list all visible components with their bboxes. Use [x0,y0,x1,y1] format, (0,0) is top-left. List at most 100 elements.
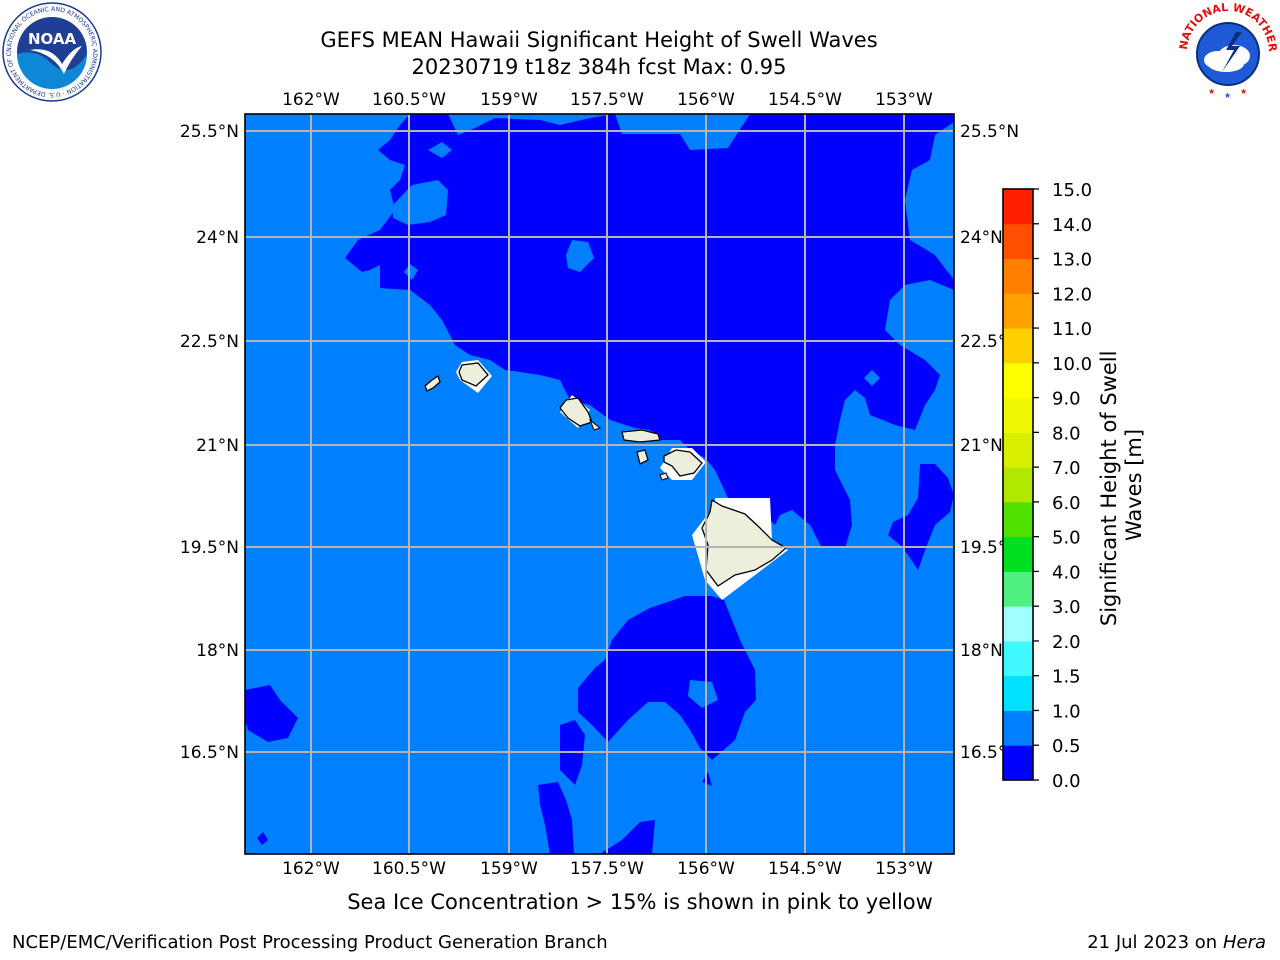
lon-tick-bottom-5: 154.5°W [768,859,842,879]
colorbar-bin-4 [1003,606,1033,642]
svg-text:★: ★ [1240,87,1247,96]
swell-patch-dark-s5 [257,832,268,845]
lon-tick-bottom-1: 160.5°W [372,859,446,879]
lat-tick-left-5: 18°N [196,641,239,661]
lat-tick-right-0: 25.5°N [960,122,1019,142]
lon-tick-bottom-0: 162°W [282,859,340,879]
lon-tick-top-1: 160.5°W [372,90,446,110]
colorbar-tick-label-11: 4.0 [1052,562,1081,583]
colorbar: 15.0 14.0 13.0 12.0 11.0 10.0 9.0 8.0 7.0 6.0 5.0 4… [1002,180,1092,792]
lat-tick-left-1: 24°N [196,228,239,248]
colorbar-bin-13 [1003,293,1033,329]
island-kahoolawe [659,472,669,481]
lat-tick-right-1: 24°N [960,228,1003,248]
colorbar-tick-label-12: 3.0 [1052,597,1081,618]
colorbar-bin-6 [1003,536,1033,572]
island-kauai [456,360,492,393]
map-frame [244,113,955,855]
svg-text:★: ★ [1224,91,1231,100]
colorbar-tick-label-0: 15.0 [1052,180,1092,201]
lon-tick-top-2: 159°W [480,90,538,110]
map-title: GEFS MEAN Hawaii Significant Height of S… [320,28,878,52]
island-oahu [559,395,602,431]
colorbar-bin-11 [1003,362,1033,399]
nws-logo: NATIONAL WEATHER SERVICE ★ ★ ★ [1178,2,1278,101]
lat-tick-left-3: 21°N [196,436,239,456]
island-niihau [424,374,441,392]
footer-host: Hera [1222,932,1266,953]
colorbar-tick-label-4: 11.0 [1052,319,1092,340]
colorbar-tick-label-6: 9.0 [1052,389,1081,410]
swell-patch-dark-sw [245,685,298,742]
lon-tick-top-0: 162°W [282,90,340,110]
footer-date-text: 21 Jul 2023 on [1087,932,1218,953]
colorbar-bin-1 [1003,710,1033,746]
swell-patch-light-2 [428,142,452,158]
lon-tick-top-4: 156°W [677,90,735,110]
island-molokai [621,429,661,443]
colorbar-tick-label-10: 5.0 [1052,528,1081,549]
island-lanai [636,449,649,465]
sea-ice-caption: Sea Ice Concentration > 15% is shown in … [347,890,933,914]
footer-date: 21 Jul 2023 on Hera [1087,932,1266,953]
colorbar-bin-7 [1003,501,1033,538]
colorbar-label-line2: Waves [m] [1122,429,1146,541]
swell-patch-dark-s2 [538,782,574,854]
colorbar-bin-8 [1003,467,1033,503]
lat-tick-left-0: 25.5°N [180,122,239,142]
noaa-logo: NATIONAL OCEANIC AND ATMOSPHERIC ADMINIS… [2,2,102,102]
colorbar-tick-label-17: 0.0 [1052,771,1081,792]
colorbar-tick-label-3: 12.0 [1052,284,1092,305]
colorbar-bin-9 [1003,432,1033,468]
colorbar-tick-label-14: 1.5 [1052,667,1081,688]
island-hawaii [692,498,788,600]
footer-credit: NCEP/EMC/Verification Post Processing Pr… [12,932,608,953]
island-maui [660,448,706,480]
swell-patch-dark-s3 [600,820,655,854]
colorbar-bin-3 [1003,640,1033,677]
map-subtitle: 20230719 t18z 384h fcst Max: 0.95 [411,55,787,79]
swell-patch-light-5 [864,370,880,386]
lon-tick-bottom-6: 153°W [875,859,933,879]
colorbar-bin-16 [1003,189,1033,225]
map-graticule [245,114,954,854]
colorbar-bin-14 [1003,258,1033,294]
colorbar-tick-label-13: 2.0 [1052,632,1081,653]
swell-patch-light-1 [393,180,448,225]
map-plot-area [245,114,954,854]
lon-tick-bottom-3: 157.5°W [570,859,644,879]
colorbar-frame [1002,188,1034,781]
colorbar-bin-15 [1003,223,1033,260]
colorbar-bin-10 [1003,397,1033,433]
lon-tick-bottom-2: 159°W [480,859,538,879]
lat-tick-left-4: 19.5°N [180,538,239,558]
lat-tick-right-3: 21°N [960,436,1003,456]
noaa-logo-text: NOAA [28,30,77,48]
swell-patch-light-3 [566,240,594,272]
colorbar-label-line1: Significant Height of Swell [1097,351,1121,627]
colorbar-tick-label-9: 6.0 [1052,493,1081,514]
lon-tick-top-3: 157.5°W [570,90,644,110]
svg-text:★: ★ [1208,87,1215,96]
swell-band-0-0.5-north [345,114,954,548]
colorbar-bin-0 [1003,745,1033,781]
colorbar-tick-label-5: 10.0 [1052,354,1092,375]
swell-patch-light-4 [404,264,418,280]
lat-tick-left-2: 22.5°N [180,332,239,352]
colorbar-label: Significant Height of Swell Waves [m] [1097,344,1146,626]
colorbar-bin-5 [1003,571,1033,607]
colorbar-bin-2 [1003,675,1033,711]
colorbar-bin-12 [1003,328,1033,364]
colorbar-tick-label-7: 8.0 [1052,423,1081,444]
colorbar-tick-label-15: 1.0 [1052,701,1081,722]
colorbar-tick-label-2: 13.0 [1052,250,1092,271]
lon-tick-top-6: 153°W [875,90,933,110]
colorbar-tick-label-8: 7.0 [1052,458,1081,479]
swell-patch-light-6 [688,680,718,708]
lat-tick-left-6: 16.5°N [180,743,239,763]
swell-band-0-0.5-south [578,596,756,760]
lat-tick-right-5: 18°N [960,641,1003,661]
colorbar-tick-label-1: 14.0 [1052,215,1092,236]
lon-tick-bottom-4: 156°W [677,859,735,879]
